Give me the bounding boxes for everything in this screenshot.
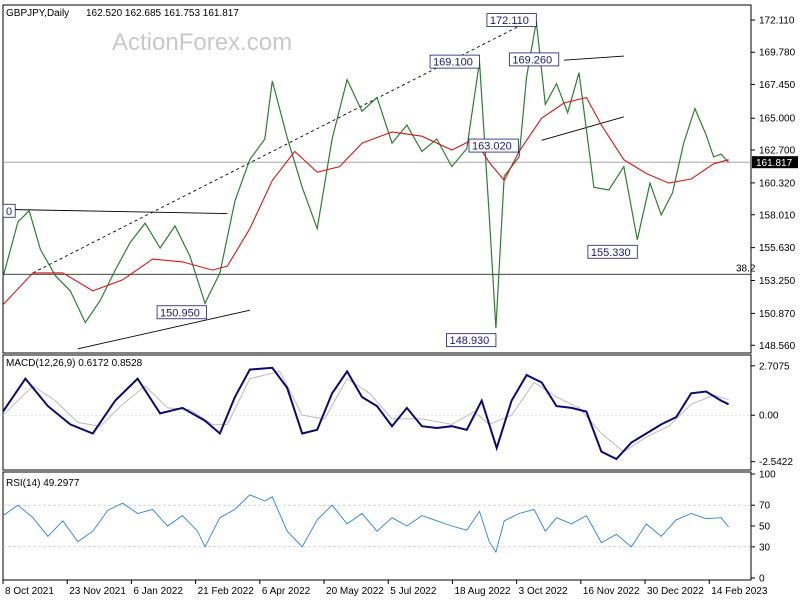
neckline-lower bbox=[541, 116, 624, 141]
price-y-tick-label: 165.000 bbox=[759, 114, 796, 125]
x-tick-label: 21 Feb 2022 bbox=[198, 586, 255, 597]
price-y-tick-label: 162.700 bbox=[759, 146, 796, 157]
macd-y-axis: 2.7075 0.00 -2.5422 bbox=[751, 361, 793, 468]
lower-trend-line bbox=[77, 309, 250, 350]
rsi-y-tick-label: 30 bbox=[759, 542, 771, 553]
x-tick-label: 8 Oct 2021 bbox=[5, 586, 54, 597]
x-tick-label: 3 Oct 2022 bbox=[519, 586, 568, 597]
price-y-tick-label: 167.450 bbox=[759, 80, 796, 91]
price-y-axis: 172.110 169.780 167.450 165.000 162.700 160.3… bbox=[751, 16, 798, 352]
rsi-y-tick-label: 50 bbox=[759, 522, 771, 533]
horizontal-resistance-line bbox=[2, 208, 228, 214]
current-price-badge: 161.817 bbox=[752, 156, 798, 169]
x-tick-label: 18 Aug 2022 bbox=[454, 586, 511, 597]
rsi-line bbox=[2, 494, 729, 554]
price-callout: 172.110 bbox=[486, 13, 537, 27]
price-callout-label: 163.020 bbox=[472, 141, 512, 153]
price-callout: 169.260 bbox=[508, 52, 560, 66]
macd-line bbox=[2, 366, 730, 461]
x-tick-label: 16 Nov 2022 bbox=[583, 586, 640, 597]
macd-signal-line bbox=[2, 370, 729, 453]
price-callout-label: 155.330 bbox=[591, 247, 631, 259]
current-price-label: 161.817 bbox=[756, 158, 793, 169]
price-y-tick-label: 150.870 bbox=[759, 309, 796, 320]
price-callout-label: 169.100 bbox=[433, 57, 473, 69]
chart-ohlc: 162.520 162.685 161.753 161.817 bbox=[86, 8, 239, 19]
x-tick-label: 5 Jul 2022 bbox=[390, 586, 437, 597]
rsi-y-tick-label: 70 bbox=[759, 501, 771, 512]
price-callout: 163.020 bbox=[468, 138, 519, 153]
x-tick-label: 6 Apr 2022 bbox=[262, 586, 311, 597]
price-y-tick-label: 172.110 bbox=[759, 16, 795, 27]
price-y-tick-label: 169.780 bbox=[759, 48, 796, 59]
price-callout: 0 bbox=[2, 203, 16, 218]
price-callout-label: 169.260 bbox=[512, 54, 552, 66]
fib-level-label: 38.2 bbox=[736, 263, 756, 274]
price-series-group bbox=[2, 21, 730, 329]
x-tick-label: 6 Jan 2022 bbox=[133, 586, 183, 597]
price-callout: 148.930 bbox=[446, 333, 497, 347]
macd-title: MACD(12,26,9) 0.6172 0.8528 bbox=[6, 358, 143, 369]
rsi-y-axis: 100 70 50 30 0 bbox=[751, 470, 776, 585]
price-y-tick-label: 148.560 bbox=[759, 341, 796, 352]
price-y-tick-label: 155.630 bbox=[759, 243, 796, 254]
rsi-title: RSI(14) 49.2977 bbox=[6, 478, 80, 489]
price-callout-label: 150.950 bbox=[160, 307, 200, 319]
x-tick-label: 30 Dec 2022 bbox=[647, 586, 704, 597]
macd-series-group bbox=[2, 366, 751, 461]
x-tick-label: 23 Nov 2021 bbox=[69, 586, 126, 597]
rsi-series-group bbox=[2, 494, 751, 554]
price-panel-frame bbox=[2, 4, 752, 354]
rsi-y-tick-label: 0 bbox=[759, 574, 765, 585]
price-callout-label: 172.110 bbox=[490, 15, 529, 27]
price-y-tick-label: 158.010 bbox=[759, 210, 796, 221]
moving-average-line bbox=[2, 96, 729, 306]
macd-y-tick-label: 2.7075 bbox=[759, 361, 790, 372]
x-tick-label: 14 Feb 2023 bbox=[711, 586, 768, 597]
macd-y-tick-label: -2.5422 bbox=[759, 457, 793, 468]
price-callout: 155.330 bbox=[587, 244, 638, 259]
neckline-upper bbox=[563, 55, 624, 61]
price-callout: 150.950 bbox=[156, 305, 207, 319]
price-callout-label: 148.930 bbox=[450, 335, 490, 347]
x-tick-label: 20 May 2022 bbox=[326, 586, 384, 597]
price-y-tick-label: 160.320 bbox=[759, 178, 796, 189]
price-grid: 38.2 bbox=[2, 17, 756, 350]
chart-symbol: GBPJPY,Daily bbox=[6, 8, 69, 19]
price-line bbox=[2, 21, 730, 329]
price-y-tick-label: 153.250 bbox=[759, 276, 796, 287]
macd-panel-frame bbox=[2, 354, 752, 471]
macd-y-tick-label: 0.00 bbox=[759, 411, 779, 422]
price-callout-label: 0 bbox=[6, 206, 12, 218]
x-axis: 8 Oct 2021 23 Nov 2021 6 Jan 2022 21 Feb 20… bbox=[2, 580, 768, 597]
price-callouts: 172.110 169.100 169.260 163.020 155.330 150.9… bbox=[2, 13, 638, 347]
watermark: ActionForex.com bbox=[112, 29, 292, 56]
rsi-panel-frame bbox=[2, 471, 752, 581]
price-callout: 169.100 bbox=[429, 54, 480, 69]
rsi-y-tick-label: 100 bbox=[759, 470, 776, 481]
